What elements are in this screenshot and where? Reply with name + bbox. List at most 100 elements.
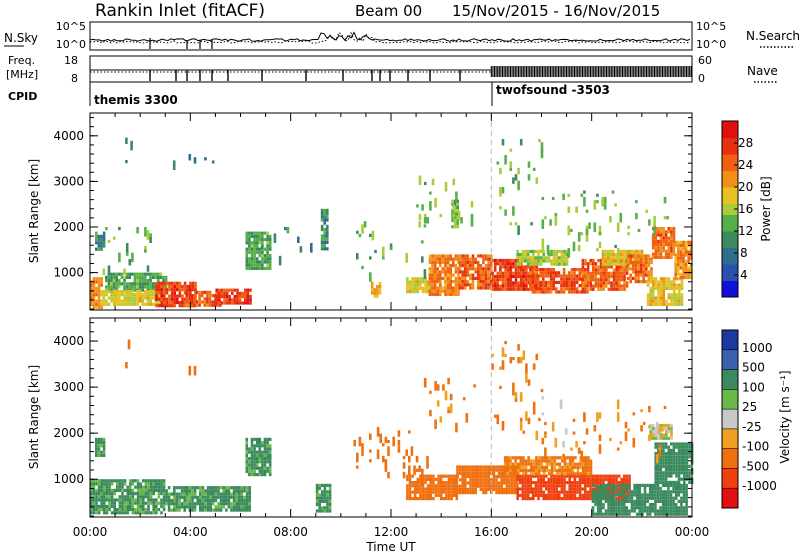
data-cell: [466, 257, 470, 261]
data-cell: [128, 285, 131, 289]
data-cell: [657, 477, 660, 481]
data-cell: [462, 397, 466, 401]
data-cell: [563, 469, 567, 473]
data-cell: [682, 483, 686, 487]
data-cell: [164, 279, 168, 283]
data-cell: [558, 493, 561, 497]
data-cell: [136, 275, 139, 279]
data-cell: [408, 286, 412, 290]
data-cell: [519, 287, 523, 291]
data-cell: [208, 294, 212, 298]
data-cell: [162, 508, 166, 512]
data-cell: [200, 294, 204, 298]
data-cell: [126, 488, 129, 492]
data-cell: [163, 300, 166, 305]
data-cell: [105, 482, 109, 486]
data-cell: [654, 455, 657, 459]
data-cell: [482, 270, 485, 274]
data-cell: [627, 225, 630, 229]
data-cell: [103, 508, 106, 512]
data-cell: [173, 502, 176, 506]
data-cell: [439, 260, 442, 264]
y-tick-label: 3000: [53, 380, 84, 394]
data-cell: [669, 490, 673, 494]
data-cell: [607, 490, 610, 494]
data-cell: [455, 493, 459, 497]
data-cell: [493, 265, 497, 269]
data-cell: [677, 452, 681, 456]
data-cell: [223, 298, 226, 302]
data-cell: [503, 487, 506, 491]
data-cell: [659, 243, 663, 247]
data-cell: [439, 280, 442, 284]
data-cell: [103, 482, 106, 486]
data-cell: [191, 288, 195, 292]
data-cell: [243, 489, 246, 493]
data-cell: [672, 277, 676, 281]
data-cell: [163, 288, 166, 292]
data-cell: [428, 283, 432, 287]
data-cell: [232, 508, 236, 512]
data-cell: [677, 471, 681, 475]
data-cell: [550, 493, 553, 497]
data-cell: [573, 490, 577, 494]
data-cell: [92, 296, 96, 300]
data-cell: [206, 502, 210, 506]
data-cell: [667, 239, 671, 243]
data-cell: [685, 487, 688, 491]
data-cell: [411, 490, 414, 494]
data-cell: [236, 288, 239, 292]
data-cell: [594, 503, 597, 507]
data-cell: [452, 292, 455, 296]
data-cell: [426, 286, 430, 290]
data-cell: [496, 278, 500, 282]
data-cell: [504, 262, 507, 266]
data-cell: [165, 489, 168, 493]
data-cell: [672, 461, 676, 465]
data-cell: [133, 285, 137, 289]
data-cell: [682, 253, 685, 257]
data-cell: [123, 488, 127, 492]
data-cell: [496, 161, 500, 165]
data-cell: [149, 272, 152, 276]
data-cell: [519, 477, 522, 481]
data-cell: [638, 503, 642, 507]
data-cell: [456, 206, 459, 210]
data-cell: [116, 498, 119, 502]
data-cell: [563, 481, 566, 485]
data-cell: [517, 344, 520, 351]
data-cell: [157, 495, 161, 499]
data-cell: [659, 496, 662, 500]
data-cell: [466, 270, 470, 274]
data-cell: [628, 512, 631, 516]
data-cell: [568, 474, 571, 478]
data-cell: [432, 474, 435, 478]
data-cell: [482, 481, 485, 485]
data-cell: [248, 489, 251, 493]
data-cell: [125, 137, 128, 144]
data-cell: [97, 485, 101, 489]
data-cell: [586, 477, 590, 481]
data-cell: [170, 297, 174, 301]
data-cell: [136, 289, 139, 294]
data-cell: [431, 270, 434, 274]
data-cell: [683, 448, 686, 452]
data-cell: [669, 506, 673, 510]
data-cell: [240, 486, 244, 490]
data-cell: [469, 468, 472, 472]
data-cell: [178, 304, 182, 308]
data-cell: [522, 465, 525, 469]
data-cell: [110, 501, 114, 505]
data-cell: [266, 257, 269, 261]
data-cell: [552, 490, 556, 494]
data-cell: [266, 260, 269, 264]
data-cell: [557, 290, 561, 294]
data-cell: [458, 267, 462, 271]
data-cell: [457, 270, 460, 274]
data-cell: [512, 287, 515, 291]
colorbar-swatch: [722, 264, 738, 270]
data-cell: [674, 496, 678, 500]
data-cell: [537, 469, 541, 473]
data-cell: [157, 284, 161, 289]
data-cell: [232, 492, 236, 496]
